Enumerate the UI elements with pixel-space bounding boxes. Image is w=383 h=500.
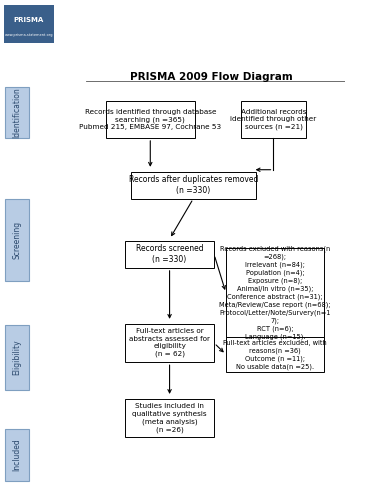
Text: Records excluded with reasons(n
=268);
Irrelevant (n=84);
Population (n=4);
Expo: Records excluded with reasons(n =268); I… <box>219 246 331 340</box>
Text: Eligibility: Eligibility <box>13 340 22 376</box>
FancyBboxPatch shape <box>5 429 29 481</box>
Text: Studies included in
qualitative synthesis
(meta analysis)
(n =26): Studies included in qualitative synthesi… <box>132 404 207 433</box>
FancyBboxPatch shape <box>226 337 324 372</box>
FancyBboxPatch shape <box>131 172 256 198</box>
Text: Included: Included <box>13 438 22 472</box>
Text: Records screened
(n =330): Records screened (n =330) <box>136 244 203 264</box>
Text: Full-text articles or
abstracts assessed for
eligibility
(n = 62): Full-text articles or abstracts assessed… <box>129 328 210 358</box>
FancyBboxPatch shape <box>4 5 54 43</box>
Text: Screening: Screening <box>13 221 22 259</box>
Text: PRISMA: PRISMA <box>14 17 44 23</box>
FancyBboxPatch shape <box>5 200 29 280</box>
FancyBboxPatch shape <box>5 325 29 390</box>
FancyBboxPatch shape <box>106 102 195 138</box>
FancyBboxPatch shape <box>226 248 324 338</box>
Text: PRISMA 2009 Flow Diagram: PRISMA 2009 Flow Diagram <box>130 72 293 83</box>
Text: Full-text articles excluded, with
reasons(n =36)
Outcome (n =11);
No usable data: Full-text articles excluded, with reason… <box>223 340 327 370</box>
Text: Additional records
identified through other
sources (n =21): Additional records identified through ot… <box>230 109 317 130</box>
Text: Records after duplicates removed
(n =330): Records after duplicates removed (n =330… <box>129 175 258 195</box>
FancyBboxPatch shape <box>5 86 29 139</box>
FancyBboxPatch shape <box>125 324 214 362</box>
Text: Records identified through database
searching (n =365)
Pubmed 215, EMBASE 97, Co: Records identified through database sear… <box>79 109 221 130</box>
FancyBboxPatch shape <box>241 102 306 138</box>
Text: Identification: Identification <box>13 87 22 138</box>
Text: www.prisma-statement.org: www.prisma-statement.org <box>5 33 53 37</box>
FancyBboxPatch shape <box>125 399 214 438</box>
FancyBboxPatch shape <box>125 241 214 268</box>
